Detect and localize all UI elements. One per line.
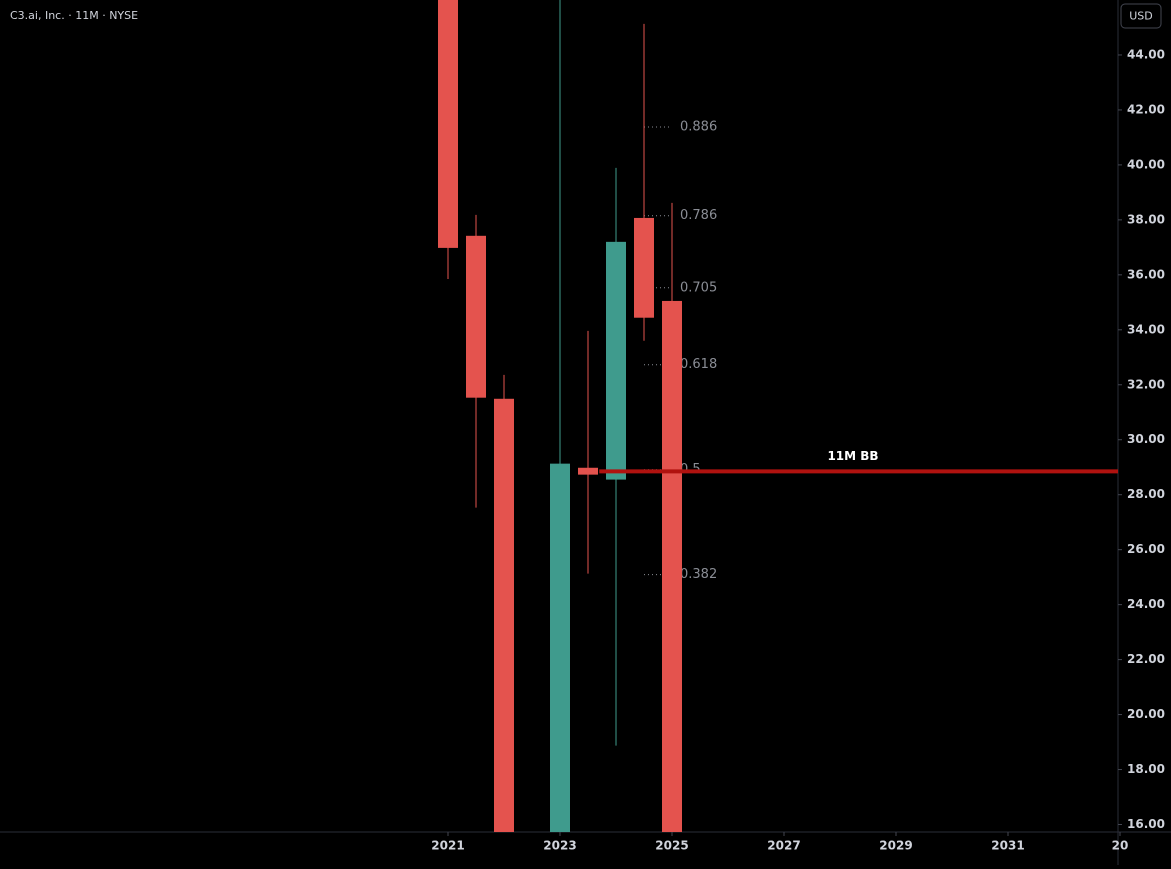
fib-label: 0.705 <box>680 280 717 295</box>
candle-body <box>438 0 458 248</box>
x-tick-label: 2029 <box>879 839 912 853</box>
fib-label: 0.382 <box>680 567 717 582</box>
candle-body <box>578 467 598 475</box>
y-tick-label: 44.00 <box>1127 47 1165 61</box>
candle-body <box>662 300 682 832</box>
y-tick-label: 20.00 <box>1127 707 1165 721</box>
x-tick-label: 2025 <box>655 839 688 853</box>
y-tick-label: 32.00 <box>1127 377 1165 391</box>
x-tick-label: 20 <box>1112 839 1129 853</box>
y-tick-label: 18.00 <box>1127 762 1165 776</box>
y-tick-label: 34.00 <box>1127 322 1165 336</box>
y-tick-label: 38.00 <box>1127 212 1165 226</box>
symbol-info: C3.ai, Inc. · 11M · NYSE <box>10 9 138 22</box>
y-tick-label: 28.00 <box>1127 487 1165 501</box>
x-tick-label: 2021 <box>431 839 464 853</box>
y-tick-label: 42.00 <box>1127 102 1165 116</box>
currency-label[interactable]: USD <box>1129 10 1153 23</box>
y-tick-label: 24.00 <box>1127 597 1165 611</box>
fib-label: 0.886 <box>680 119 717 134</box>
x-tick-label: 2027 <box>767 839 800 853</box>
candle-body <box>550 463 570 832</box>
y-tick-label: 40.00 <box>1127 157 1165 171</box>
y-tick-label: 22.00 <box>1127 652 1165 666</box>
y-tick-label: 26.00 <box>1127 542 1165 556</box>
candle-body <box>634 217 654 318</box>
y-tick-label: 36.00 <box>1127 267 1165 281</box>
y-tick-label: 30.00 <box>1127 432 1165 446</box>
x-tick-label: 2031 <box>991 839 1024 853</box>
x-tick-label: 2023 <box>543 839 576 853</box>
candle-body <box>494 398 514 832</box>
y-tick-label: 16.00 <box>1127 817 1165 831</box>
fib-label: 0.786 <box>680 208 717 223</box>
horizontal-line-label: 11M BB <box>827 449 878 463</box>
currency-button[interactable] <box>1120 3 1162 29</box>
fib-label: 0.618 <box>680 357 717 372</box>
candle-body <box>466 235 486 398</box>
candle-body <box>606 241 626 480</box>
